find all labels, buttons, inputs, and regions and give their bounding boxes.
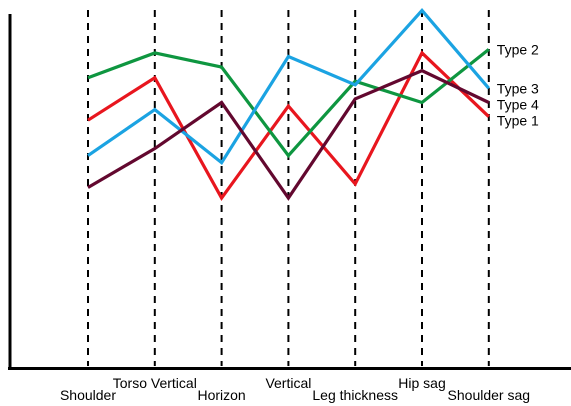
series-line-4: [87, 68, 490, 201]
x-tick-label-4: Leg thickness: [312, 387, 398, 403]
series-line-2: [87, 48, 490, 159]
x-tick-label-3: Vertical: [265, 375, 311, 391]
series-label-4: Type 4: [497, 96, 539, 112]
x-tick-label-0: Shoulder: [60, 387, 116, 403]
series-line-1: [87, 50, 490, 202]
x-tick-label-5: Hip sag: [398, 375, 445, 391]
series-label-1: Type 1: [497, 112, 539, 128]
series-lines: [87, 8, 491, 202]
series-label-3: Type 3: [497, 80, 539, 96]
category-guides: [87, 10, 490, 366]
x-tick-label-6: Shoulder sag: [448, 387, 531, 403]
series-line-3: [87, 8, 491, 166]
series-label-2: Type 2: [497, 41, 539, 57]
x-tick-label-2: Horizon: [197, 387, 245, 403]
x-tick-label-1: Torso Vertical: [113, 375, 197, 391]
